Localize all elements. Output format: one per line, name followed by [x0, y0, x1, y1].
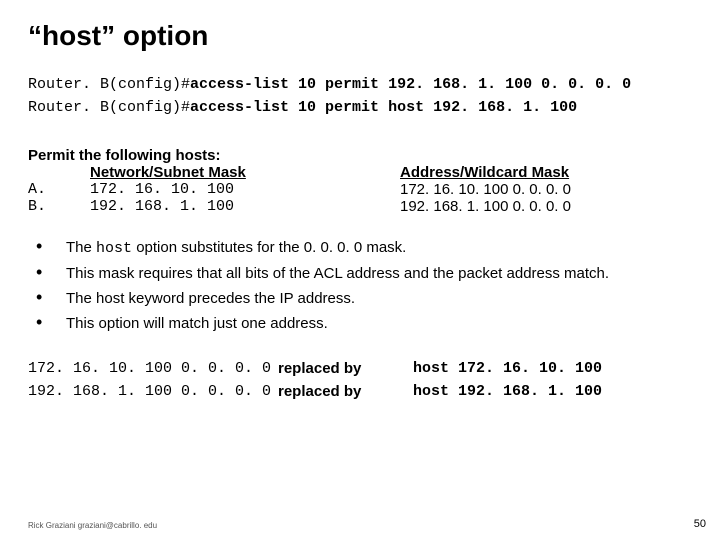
- bullet-dot-icon: •: [36, 288, 66, 309]
- replace-row-2: 192. 168. 1. 100 0. 0. 0. 0 replaced by …: [28, 381, 692, 404]
- replace-1-right: host 172. 16. 10. 100: [413, 358, 692, 381]
- permit-block: Permit the following hosts: Network/Subn…: [28, 147, 692, 215]
- bullet-4-text: This option will match just one address.: [66, 313, 692, 334]
- footer-author: Rick Graziani graziani@cabrillo. edu: [28, 521, 157, 530]
- bullet-3: • The host keyword precedes the IP addre…: [36, 288, 692, 309]
- replaced-by-block: 172. 16. 10. 100 0. 0. 0. 0 replaced by …: [28, 358, 692, 403]
- bullet-1-text: The host option substitutes for the 0. 0…: [66, 237, 692, 259]
- permit-heading: Permit the following hosts:: [28, 147, 692, 164]
- permit-header-row: Network/Subnet Mask Address/Wildcard Mas…: [28, 164, 692, 181]
- command-text-2: access-list 10 permit host 192. 168. 1. …: [190, 99, 577, 116]
- permit-row-b: B. 192. 168. 1. 100 192. 168. 1. 100 0. …: [28, 198, 692, 215]
- bullet-dot-icon: •: [36, 263, 66, 284]
- permit-row-a: A. 172. 16. 10. 100 172. 16. 10. 100 0. …: [28, 181, 692, 198]
- replace-1-mid: replaced by: [278, 358, 413, 381]
- row-label-b: B.: [28, 198, 90, 215]
- bullet-1: • The host option substitutes for the 0.…: [36, 237, 692, 259]
- row-a-wildcard: 172. 16. 10. 100 0. 0. 0. 0: [400, 181, 692, 198]
- bullet-1-host: host: [96, 240, 132, 257]
- spacer: [28, 164, 90, 181]
- column-network-header: Network/Subnet Mask: [90, 164, 246, 181]
- command-line-1: Router. B(config)#access-list 10 permit …: [28, 74, 692, 97]
- bullet-1-part-a: The: [66, 239, 96, 256]
- command-prompt: Router. B(config)#: [28, 76, 190, 93]
- command-text-1: access-list 10 permit 192. 168. 1. 100 0…: [190, 76, 631, 93]
- row-label-a: A.: [28, 181, 90, 198]
- row-b-wildcard: 192. 168. 1. 100 0. 0. 0. 0: [400, 198, 692, 215]
- bullet-4: • This option will match just one addres…: [36, 313, 692, 334]
- replace-2-mid: replaced by: [278, 381, 413, 404]
- bullet-3-text: The host keyword precedes the IP address…: [66, 288, 692, 309]
- bullet-dot-icon: •: [36, 313, 66, 334]
- replace-2-right: host 192. 168. 1. 100: [413, 381, 692, 404]
- bullet-1-part-b: option substitutes for the 0. 0. 0. 0 ma…: [132, 239, 406, 256]
- slide: “host” option Router. B(config)#access-l…: [0, 0, 720, 540]
- row-b-network: 192. 168. 1. 100: [90, 198, 400, 215]
- bullet-list: • The host option substitutes for the 0.…: [28, 237, 692, 334]
- command-block: Router. B(config)#access-list 10 permit …: [28, 74, 692, 119]
- footer-page-number: 50: [694, 518, 706, 530]
- bullet-2: • This mask requires that all bits of th…: [36, 263, 692, 284]
- replace-1-left: 172. 16. 10. 100 0. 0. 0. 0: [28, 358, 278, 381]
- slide-title: “host” option: [28, 20, 692, 52]
- row-a-network: 172. 16. 10. 100: [90, 181, 400, 198]
- command-prompt: Router. B(config)#: [28, 99, 190, 116]
- replace-row-1: 172. 16. 10. 100 0. 0. 0. 0 replaced by …: [28, 358, 692, 381]
- column-wildcard-header: Address/Wildcard Mask: [400, 164, 569, 181]
- bullet-dot-icon: •: [36, 237, 66, 259]
- replace-2-left: 192. 168. 1. 100 0. 0. 0. 0: [28, 381, 278, 404]
- command-line-2: Router. B(config)#access-list 10 permit …: [28, 97, 692, 120]
- bullet-2-text: This mask requires that all bits of the …: [66, 263, 692, 284]
